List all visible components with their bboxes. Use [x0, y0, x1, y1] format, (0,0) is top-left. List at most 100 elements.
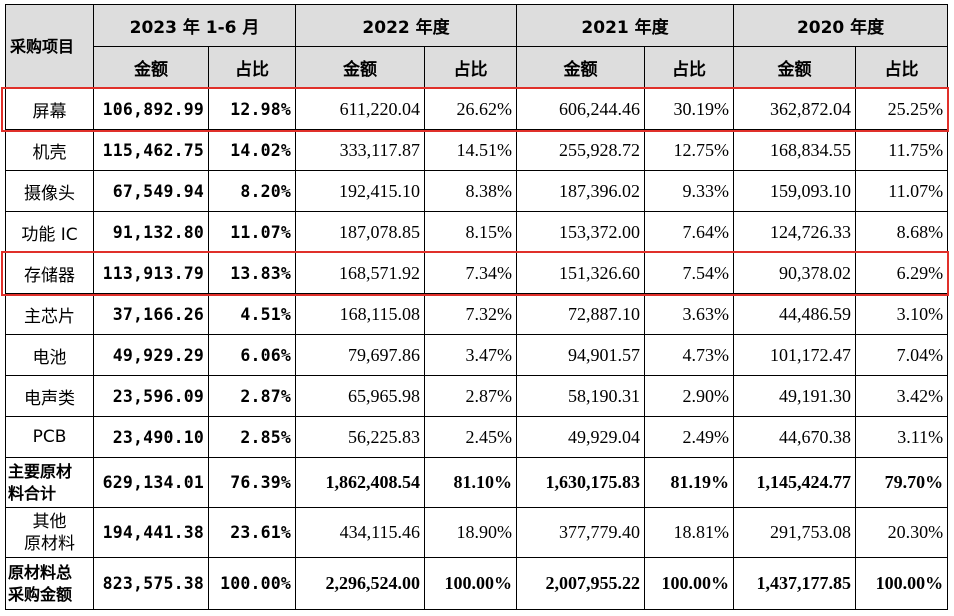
ratio-cell: 81.19%: [644, 457, 735, 508]
amount-cell: 91,132.80: [93, 211, 209, 253]
amount-header: 金额: [516, 46, 646, 89]
table-row: 屏幕 106,892.99 12.98% 611,220.04 26.62% 606,24…: [5, 88, 949, 130]
ratio-header: 占比: [207, 46, 297, 89]
ratio-cell: 7.54%: [644, 252, 735, 294]
ratio-cell: 100.00%: [207, 557, 297, 610]
amount-cell: 56,225.83: [295, 416, 426, 458]
amount-cell: 94,901.57: [516, 334, 646, 376]
table-row: 机壳 115,462.75 14.02% 333,117.87 14.51% 255,92…: [5, 129, 949, 171]
ratio-cell: 18.90%: [424, 507, 518, 558]
ratio-cell: 26.62%: [424, 88, 518, 130]
ratio-cell: 3.63%: [644, 293, 735, 335]
ratio-cell: 30.19%: [644, 88, 735, 130]
row-label: PCB: [5, 416, 94, 458]
row-label: 存储器: [5, 252, 94, 294]
amount-cell: 362,872.04: [733, 88, 857, 130]
amount-cell: 168,115.08: [295, 293, 426, 335]
row-label: 原材料总 采购金额: [5, 557, 94, 610]
amount-cell: 44,486.59: [733, 293, 857, 335]
ratio-cell: 8.68%: [855, 211, 949, 253]
ratio-cell: 81.10%: [424, 457, 518, 508]
ratio-cell: 9.33%: [644, 170, 735, 212]
table-row: 电池 49,929.29 6.06% 79,697.86 3.47% 94,901.57 4…: [5, 334, 949, 376]
ratio-cell: 8.20%: [207, 170, 297, 212]
amount-cell: 49,191.30: [733, 375, 857, 417]
amount-cell: 606,244.46: [516, 88, 646, 130]
row-label: 电池: [5, 334, 94, 376]
ratio-cell: 14.51%: [424, 129, 518, 171]
ratio-cell: 3.10%: [855, 293, 949, 335]
row-label: 其他 原材料: [5, 507, 94, 558]
row-header-title: 采购项目: [5, 4, 94, 89]
amount-cell: 333,117.87: [295, 129, 426, 171]
row-label: 摄像头: [5, 170, 94, 212]
ratio-cell: 2.90%: [644, 375, 735, 417]
ratio-cell: 100.00%: [424, 557, 518, 610]
ratio-cell: 3.11%: [855, 416, 949, 458]
amount-cell: 101,172.47: [733, 334, 857, 376]
ratio-cell: 8.15%: [424, 211, 518, 253]
row-label: 主要原材 料合计: [5, 457, 94, 508]
amount-cell: 168,571.92: [295, 252, 426, 294]
ratio-cell: 12.75%: [644, 129, 735, 171]
ratio-cell: 13.83%: [207, 252, 297, 294]
ratio-header: 占比: [424, 46, 518, 89]
table-row: 主芯片 37,166.26 4.51% 168,115.08 7.32% 72,887.1…: [5, 293, 949, 335]
row-label: 主芯片: [5, 293, 94, 335]
amount-cell: 1,437,177.85: [733, 557, 857, 610]
ratio-cell: 14.02%: [207, 129, 297, 171]
ratio-header: 占比: [855, 46, 949, 89]
ratio-cell: 23.61%: [207, 507, 297, 558]
ratio-cell: 18.81%: [644, 507, 735, 558]
ratio-cell: 4.51%: [207, 293, 297, 335]
amount-cell: 58,190.31: [516, 375, 646, 417]
amount-cell: 611,220.04: [295, 88, 426, 130]
amount-cell: 192,415.10: [295, 170, 426, 212]
amount-cell: 377,779.40: [516, 507, 646, 558]
amount-cell: 65,965.98: [295, 375, 426, 417]
row-label: 屏幕: [5, 88, 94, 130]
amount-cell: 2,296,524.00: [295, 557, 426, 610]
ratio-cell: 11.75%: [855, 129, 949, 171]
amount-cell: 49,929.29: [93, 334, 209, 376]
ratio-cell: 2.45%: [424, 416, 518, 458]
period-header: 2020 年度: [733, 4, 949, 47]
amount-cell: 106,892.99: [93, 88, 209, 130]
ratio-cell: 7.04%: [855, 334, 949, 376]
ratio-cell: 20.30%: [855, 507, 949, 558]
amount-cell: 434,115.46: [295, 507, 426, 558]
amount-cell: 255,928.72: [516, 129, 646, 171]
amount-cell: 113,913.79: [93, 252, 209, 294]
period-header: 2023 年 1-6 月: [92, 4, 297, 47]
ratio-cell: 79.70%: [855, 457, 949, 508]
amount-cell: 79,697.86: [295, 334, 426, 376]
ratio-cell: 11.07%: [207, 211, 297, 253]
table-row: PCB 23,490.10 2.85% 56,225.83 2.45% 49,929.04…: [5, 416, 949, 458]
period-header: 2021 年度: [516, 4, 735, 47]
amount-cell: 23,596.09: [93, 375, 209, 417]
amount-cell: 67,549.94: [93, 170, 209, 212]
amount-cell: 629,134.01: [93, 457, 209, 508]
ratio-cell: 12.98%: [207, 88, 297, 130]
amount-cell: 168,834.55: [733, 129, 857, 171]
amount-cell: 23,490.10: [93, 416, 209, 458]
period-header: 2022 年度: [295, 4, 518, 47]
ratio-cell: 100.00%: [855, 557, 949, 610]
amount-cell: 187,396.02: [516, 170, 646, 212]
ratio-cell: 2.49%: [644, 416, 735, 458]
amount-cell: 159,093.10: [733, 170, 857, 212]
ratio-cell: 100.00%: [644, 557, 735, 610]
amount-cell: 1,145,424.77: [733, 457, 857, 508]
row-label: 电声类: [5, 375, 94, 417]
amount-header: 金额: [295, 46, 426, 89]
amount-cell: 49,929.04: [516, 416, 646, 458]
table-row: 主要原材 料合计 629,134.01 76.39% 1,862,408.54 81.10…: [5, 457, 949, 508]
ratio-cell: 2.85%: [207, 416, 297, 458]
header-row-subheaders: 金额 占比 金额 占比 金额 占比 金额 占比: [6, 46, 949, 89]
amount-cell: 194,441.38: [93, 507, 209, 558]
ratio-cell: 3.42%: [855, 375, 949, 417]
amount-cell: 823,575.38: [93, 557, 209, 610]
ratio-cell: 6.06%: [207, 334, 297, 376]
amount-cell: 153,372.00: [516, 211, 646, 253]
amount-header: 金额: [733, 46, 857, 89]
